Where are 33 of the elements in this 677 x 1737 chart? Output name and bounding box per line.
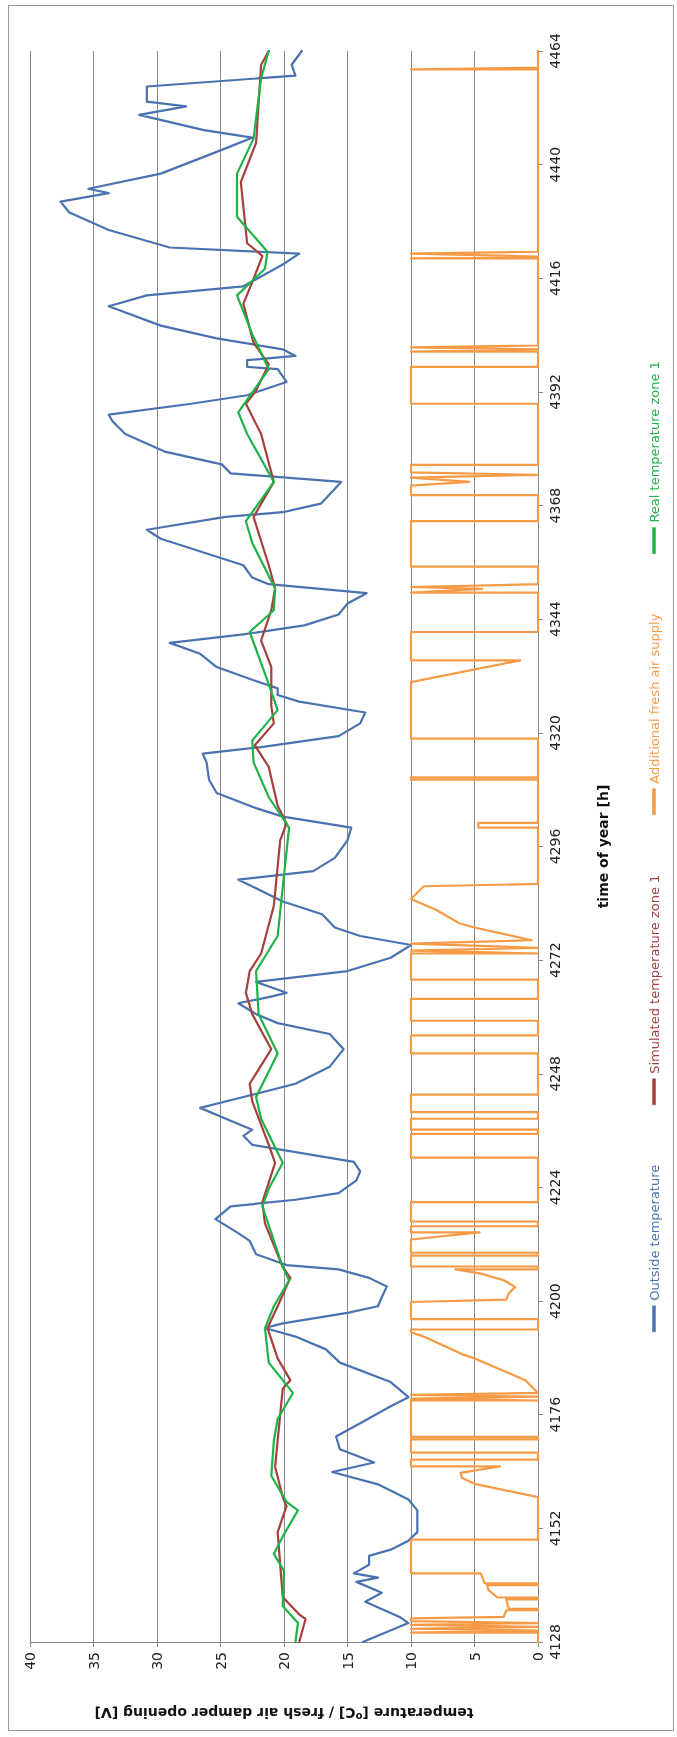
y-tick-label: 4224 xyxy=(547,1169,563,1206)
y-tick-label: 4368 xyxy=(547,487,563,524)
y-tick-label: 4152 xyxy=(547,1510,563,1547)
text: Simulated temperature zone 1 xyxy=(646,874,662,1074)
y-tick-label: 4296 xyxy=(547,828,563,865)
y-tick-label: 4176 xyxy=(547,1396,563,1433)
y-tick-label: 4344 xyxy=(547,601,563,638)
y-tick-label: 4440 xyxy=(547,146,563,183)
line-series xyxy=(59,49,419,1644)
line-series xyxy=(409,49,540,1644)
x-tick-label: 5 xyxy=(466,1652,483,1661)
x-tick-label: 10 xyxy=(403,1652,419,1670)
x-tick-label: 25 xyxy=(212,1652,229,1670)
y-tick-label: 4272 xyxy=(547,942,563,978)
y-tick-label: 4392 xyxy=(547,374,563,410)
line-series xyxy=(235,49,300,1644)
y-tick-label: 4248 xyxy=(547,1055,563,1092)
x-tick-label: 30 xyxy=(149,1652,165,1670)
y-tick-label: 4200 xyxy=(547,1283,563,1319)
text: Additional fresh air supply xyxy=(646,613,662,784)
text: Outside temperature xyxy=(646,1164,662,1301)
y-tick-label: 4128 xyxy=(547,1624,563,1660)
text: Real temperature zone 1 xyxy=(646,361,662,523)
y-tick-label: 4464 xyxy=(547,33,563,69)
y-tick-label: 4320 xyxy=(547,715,563,751)
x-tick-label: 0 xyxy=(530,1652,546,1661)
x-tick-label: 20 xyxy=(276,1652,292,1670)
y-tick-label: 4416 xyxy=(547,260,563,297)
x-tick-label: 15 xyxy=(339,1652,356,1670)
x-tick-label: 35 xyxy=(85,1652,102,1670)
y-axis-title: time of year [h] xyxy=(595,784,611,909)
x-tick-label: 40 xyxy=(22,1652,38,1670)
x-axis-title: temperature [oC] / fresh air damper opening [V] xyxy=(94,1705,474,1722)
